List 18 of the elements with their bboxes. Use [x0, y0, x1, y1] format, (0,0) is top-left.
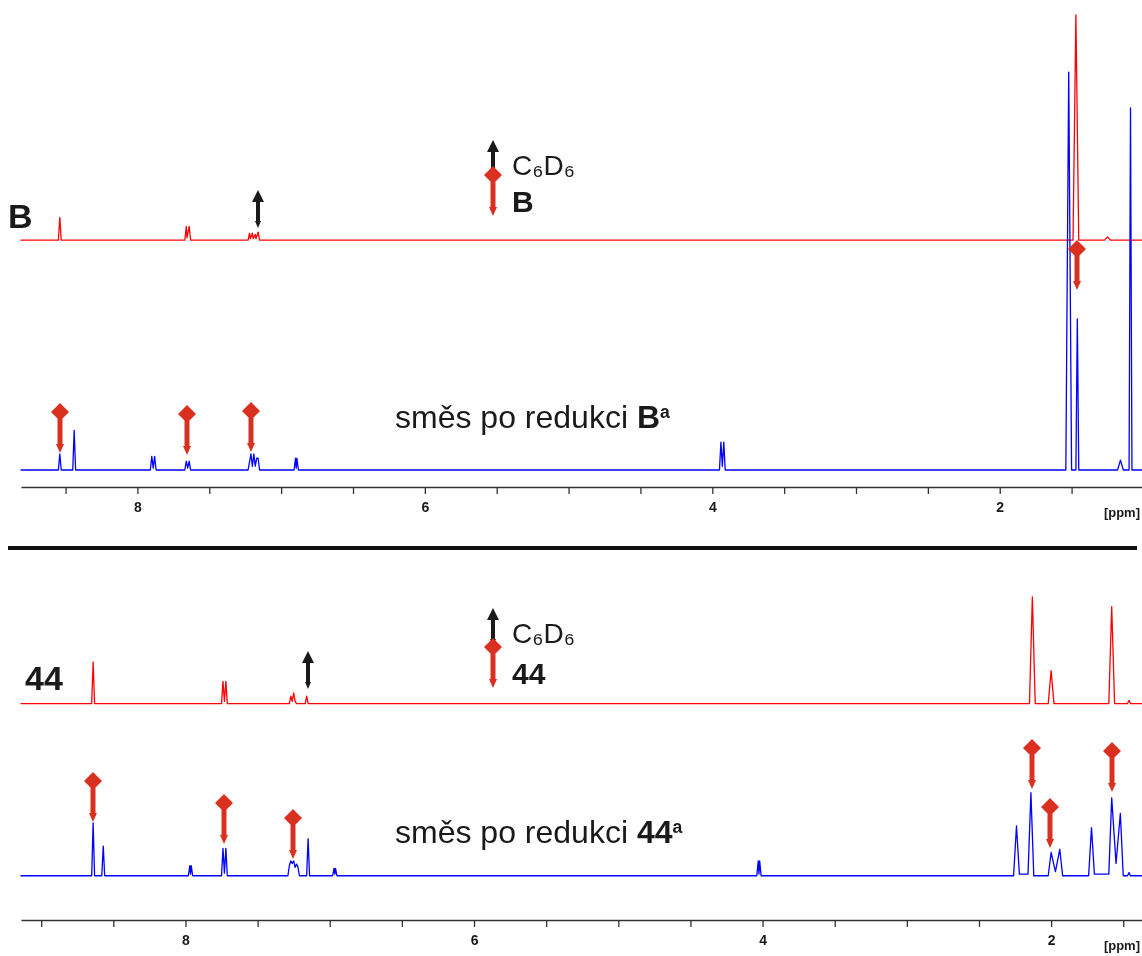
series-label: B	[8, 197, 33, 235]
annotation: C₆D₆	[512, 618, 576, 649]
x-tick-label: 8	[134, 498, 143, 515]
annotation: 44	[512, 657, 546, 690]
x-tick-label: 8	[182, 931, 191, 948]
x-tick-label: 2	[996, 498, 1005, 515]
series-label: směs po redukci B$^{a}$	[395, 399, 670, 435]
series-label: směs po redukci 44$^{a}$	[395, 814, 683, 850]
x-tick-label: 4	[708, 498, 717, 515]
x-tick-label: 4	[759, 931, 768, 948]
x-tick-label: 6	[421, 498, 430, 515]
annotation: B	[512, 185, 534, 218]
series-label: 44	[25, 659, 63, 697]
x-tick-label: 6	[470, 931, 479, 948]
x-tick-label: 2	[1047, 931, 1056, 948]
x-axis-title: [ppm]	[1103, 938, 1140, 953]
x-axis-title: [ppm]	[1103, 505, 1140, 520]
annotation: C₆D₆	[512, 150, 576, 181]
